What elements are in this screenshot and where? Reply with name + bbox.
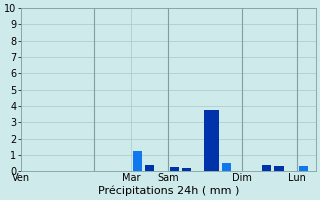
Bar xyxy=(133,151,142,171)
Bar xyxy=(170,167,179,171)
Bar xyxy=(274,166,284,171)
Bar xyxy=(262,165,271,171)
Bar xyxy=(182,168,191,171)
Bar xyxy=(204,110,219,171)
Bar xyxy=(299,166,308,171)
Bar xyxy=(145,165,154,171)
Bar xyxy=(222,163,231,171)
X-axis label: Précipitations 24h ( mm ): Précipitations 24h ( mm ) xyxy=(98,185,239,196)
